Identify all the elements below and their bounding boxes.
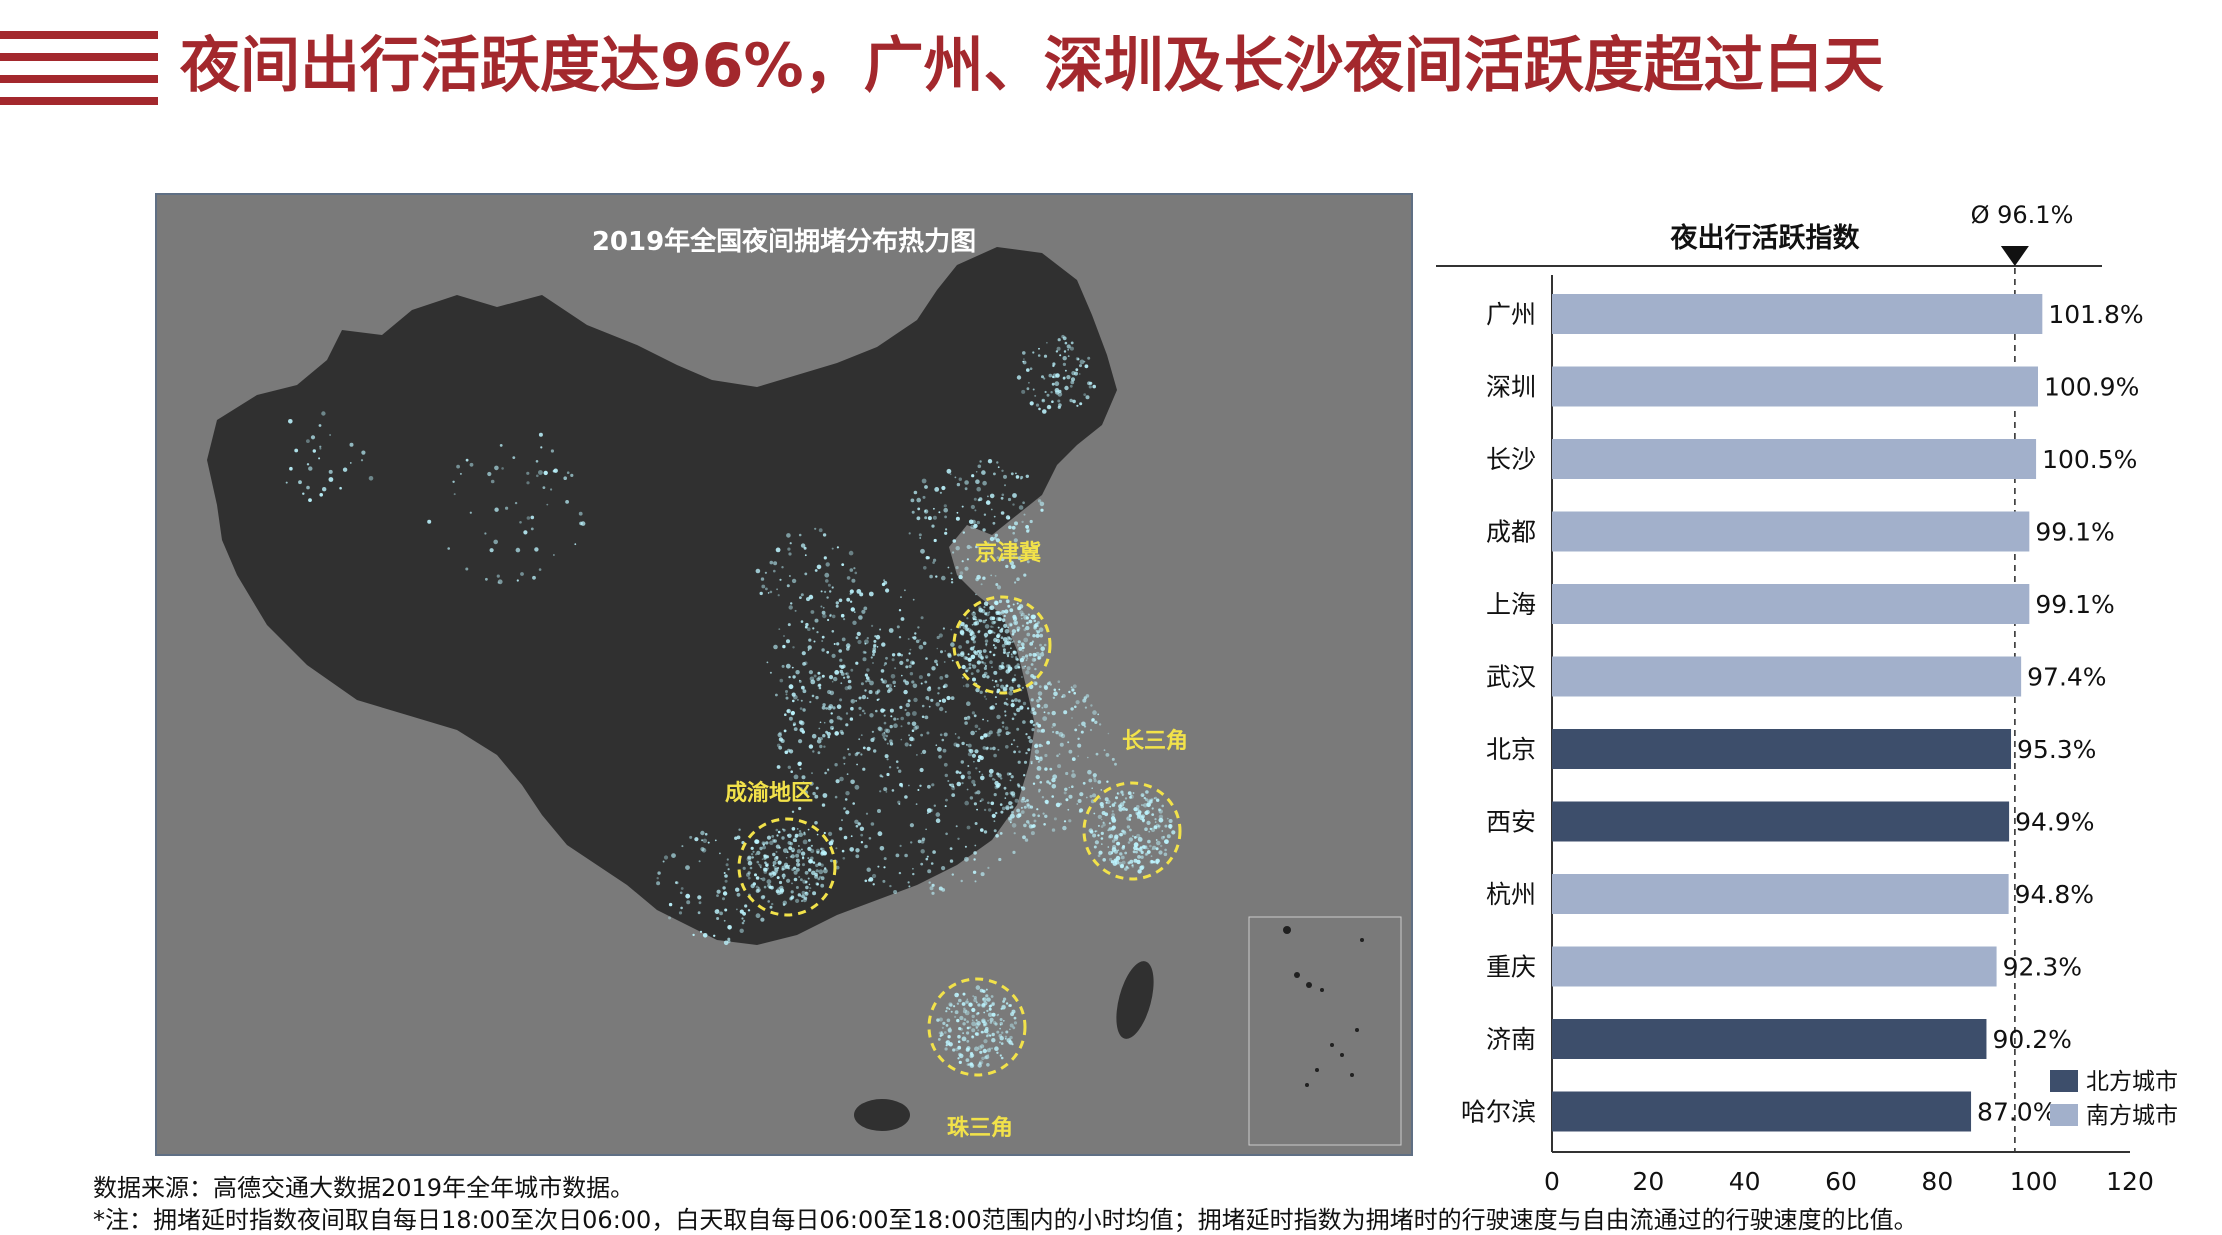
x-tick-label: 20 [1632,1167,1664,1196]
category-label: 重庆 [1486,953,1536,982]
region-label-zhusanjiao: 珠三角 [947,1116,1014,1141]
legend-label: 南方城市 [2086,1103,2178,1129]
average-marker [2000,246,2029,266]
value-label: 92.3% [2003,953,2082,982]
average-label: Ø 96.1% [1971,201,2074,229]
page-title: 夜间出行活跃度达96%，广州、深圳及长沙夜间活跃度超过白天 [180,31,1884,101]
value-label: 99.1% [2035,590,2114,619]
bar-1 [1552,366,2039,407]
bar-9 [1552,946,1997,987]
value-label: 87.0% [1977,1098,2056,1127]
x-tick-label: 120 [2106,1167,2154,1196]
inset-islands [1283,926,1364,1087]
legend-label: 北方城市 [2086,1069,2178,1095]
category-label: 北京 [1486,735,1536,764]
value-label: 101.8% [2048,300,2143,329]
category-label: 深圳 [1486,373,1536,402]
mainland-shape [207,247,1117,945]
bar-2 [1552,439,2037,479]
bar-6 [1552,729,2012,769]
changsanjiao-circle [1082,781,1182,881]
region-label-jingjinji: 京津冀 [975,541,1042,566]
china-map [207,247,1402,1146]
hainan-island [854,1099,910,1131]
taiwan-island [1116,961,1154,1039]
value-label: 97.4% [2027,663,2106,692]
bar-3 [1552,511,2030,552]
bar-11 [1552,1091,1972,1132]
bar-4 [1552,584,2030,624]
category-label: 西安 [1486,808,1536,837]
value-label: 90.2% [1992,1025,2071,1054]
category-label: 济南 [1486,1025,1536,1054]
value-label: 95.3% [2017,735,2096,764]
value-label: 94.9% [2015,808,2094,837]
zhusanjiao-circle [927,977,1027,1077]
chart-title: 夜出行活跃指数 [1670,222,1861,254]
category-label: 成都 [1486,518,1536,547]
bar-5 [1552,656,2022,697]
footer-note: *注：拥堵延时指数夜间取自每日18:00至次日06:00，白天取自每日06:00… [93,1206,1918,1234]
bar-8 [1552,874,2009,914]
bar-10 [1552,1019,1987,1059]
category-label: 哈尔滨 [1461,1098,1536,1127]
region-label-changsanjiao: 长三角 [1122,729,1189,754]
chengyu-circle [737,817,837,917]
category-label: 长沙 [1486,445,1536,474]
south-sea-inset [1248,916,1402,1146]
night-lights [285,334,1176,1068]
x-tick-label: 0 [1544,1167,1560,1196]
legend-swatch [2050,1104,2078,1126]
x-tick-label: 60 [1825,1167,1857,1196]
x-tick-label: 100 [2010,1167,2058,1196]
x-tick-label: 40 [1729,1167,1761,1196]
activity-bar-chart: 夜出行活跃指数 Ø 96.1% 广州 101.8% 深圳 100.9% 长沙 100.5%… [1436,201,2178,1196]
value-label: 100.5% [2042,445,2137,474]
logo-stripes [0,31,158,125]
footer-source: 数据来源：高德交通大数据2019年全年城市数据。 [93,1174,635,1202]
jingjinji-circle [952,595,1052,695]
heatmap-panel: 2019年全国夜间拥堵分布热力图 京津冀 长三角 成渝地区 珠三角 [155,193,1413,1156]
value-label: 99.1% [2035,518,2114,547]
bar-7 [1552,801,2010,842]
category-label: 广州 [1486,300,1536,329]
value-label: 94.8% [2015,880,2094,909]
category-label: 杭州 [1486,880,1536,909]
value-label: 100.9% [2044,373,2139,402]
category-label: 上海 [1486,590,1536,619]
category-label: 武汉 [1486,663,1536,692]
legend-swatch [2050,1070,2078,1092]
region-label-chengyu: 成渝地区 [725,781,814,806]
heatmap-title: 2019年全国夜间拥堵分布热力图 [591,227,977,257]
bar-0 [1552,294,2043,334]
x-tick-label: 80 [1921,1167,1953,1196]
